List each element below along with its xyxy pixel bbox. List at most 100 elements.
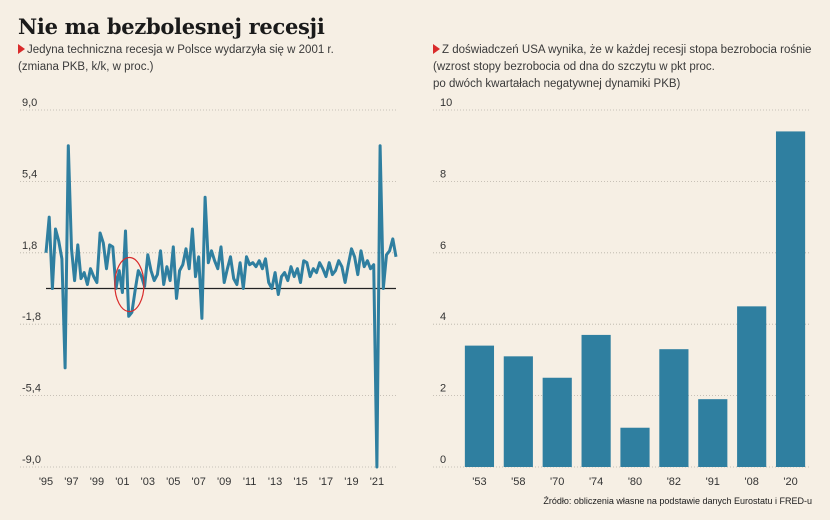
gdp-data-point	[102, 241, 105, 244]
gdp-data-point	[251, 261, 254, 264]
gdp-data-point	[162, 283, 165, 286]
gdp-data-point	[153, 279, 156, 282]
gdp-data-point	[76, 243, 79, 246]
gdp-data-point	[83, 271, 86, 274]
gdp-data-point	[127, 315, 130, 318]
x-tick-label: '74	[589, 476, 603, 488]
gdp-data-point	[382, 287, 385, 290]
gdp-data-point	[232, 277, 235, 280]
gdp-data-point	[258, 259, 261, 262]
bar	[620, 427, 650, 467]
x-tick-label: '05	[166, 476, 180, 488]
bar	[659, 349, 689, 467]
y-tick-label: 6	[440, 240, 446, 252]
gdp-data-point	[283, 271, 286, 274]
gdp-data-point	[67, 144, 70, 147]
page-title: Nie ma bezbolesnej recesji	[18, 14, 325, 39]
bar	[542, 377, 572, 467]
gdp-data-point	[57, 239, 60, 242]
gdp-data-point	[302, 259, 305, 262]
x-tick-label: '53	[472, 476, 486, 488]
gdp-data-point	[124, 229, 127, 232]
x-tick-label: '95	[39, 476, 53, 488]
y-tick-label: 9,0	[22, 97, 37, 109]
gdp-data-point	[248, 263, 251, 266]
gdp-data-point	[337, 259, 340, 262]
gdp-data-point	[200, 317, 203, 320]
gdp-data-point	[226, 267, 229, 270]
gdp-data-point	[372, 263, 375, 266]
gdp-data-point	[219, 245, 222, 248]
gdp-data-point	[95, 281, 98, 284]
bar	[737, 306, 767, 467]
gdp-data-point	[321, 267, 324, 270]
x-tick-label: '08	[744, 476, 758, 488]
bar	[775, 131, 806, 468]
gdp-data-point	[277, 293, 280, 296]
bar	[464, 345, 495, 467]
gdp-data-point	[378, 144, 381, 147]
gdp-data-point	[305, 261, 308, 264]
gdp-data-point	[213, 259, 216, 262]
left-subtitle: Jedyna techniczna recesja w Polsce wydar…	[18, 42, 398, 76]
y-tick-label: 4	[440, 311, 446, 323]
gdp-data-point	[385, 253, 388, 256]
right-subtitle-line2: (wzrost stopy bezrobocia od dna do szczy…	[433, 61, 715, 73]
gdp-data-point	[318, 261, 321, 264]
gdp-data-point	[308, 275, 311, 278]
gdp-data-point	[235, 283, 238, 286]
left-subtitle-line1: Jedyna techniczna recesja w Polsce wydar…	[27, 44, 334, 56]
gdp-data-point	[289, 265, 292, 268]
gdp-data-point	[86, 283, 89, 286]
y-tick-label: 0	[440, 454, 446, 466]
x-tick-label: '58	[511, 476, 525, 488]
y-tick-label: 1,8	[22, 240, 37, 252]
gdp-data-point	[273, 271, 276, 274]
x-tick-label: '17	[319, 476, 333, 488]
x-tick-label: '80	[628, 476, 642, 488]
bar	[503, 356, 533, 467]
gdp-data-point	[165, 265, 168, 268]
red-triangle-icon	[18, 44, 25, 54]
gdp-data-point	[216, 267, 219, 270]
x-tick-label: '19	[344, 476, 358, 488]
gdp-data-point	[366, 259, 369, 262]
gdp-data-point	[149, 269, 152, 272]
gdp-data-point	[111, 245, 114, 248]
gdp-data-point	[238, 261, 241, 264]
gdp-data-point	[369, 267, 372, 270]
gdp-data-point	[44, 251, 47, 254]
gdp-data-point	[350, 247, 353, 250]
gdp-data-point	[328, 261, 331, 264]
x-tick-label: '11	[243, 476, 257, 488]
bar	[581, 334, 611, 467]
gdp-data-point	[343, 281, 346, 284]
gdp-data-point	[184, 247, 187, 250]
y-tick-label: -9,0	[22, 454, 41, 466]
gdp-data-point	[51, 287, 54, 290]
x-tick-label: '99	[90, 476, 104, 488]
right-subtitle-line1: Z doświadczeń USA wynika, że w każdej re…	[442, 44, 812, 56]
gdp-data-point	[70, 247, 73, 250]
gdp-data-point	[312, 267, 315, 270]
gdp-data-point	[191, 227, 194, 230]
left-subtitle-line2: (zmiana PKB, k/k, w proc.)	[18, 61, 154, 73]
gdp-data-point	[118, 269, 121, 272]
gdp-data-point	[286, 279, 289, 282]
gdp-data-point	[394, 255, 397, 258]
gdp-data-point	[353, 255, 356, 258]
gdp-data-point	[254, 265, 257, 268]
x-tick-label: '03	[141, 476, 155, 488]
gdp-data-point	[334, 269, 337, 272]
gdp-series-line	[44, 144, 398, 469]
gdp-data-point	[270, 287, 273, 290]
gdp-data-point	[229, 255, 232, 258]
gdp-data-point	[388, 249, 391, 252]
gdp-data-point	[133, 289, 136, 292]
gdp-data-point	[121, 291, 124, 294]
gdp-data-point	[108, 243, 111, 246]
gdp-data-point	[340, 265, 343, 268]
gdp-data-point	[242, 287, 245, 290]
gdp-data-point	[156, 273, 159, 276]
